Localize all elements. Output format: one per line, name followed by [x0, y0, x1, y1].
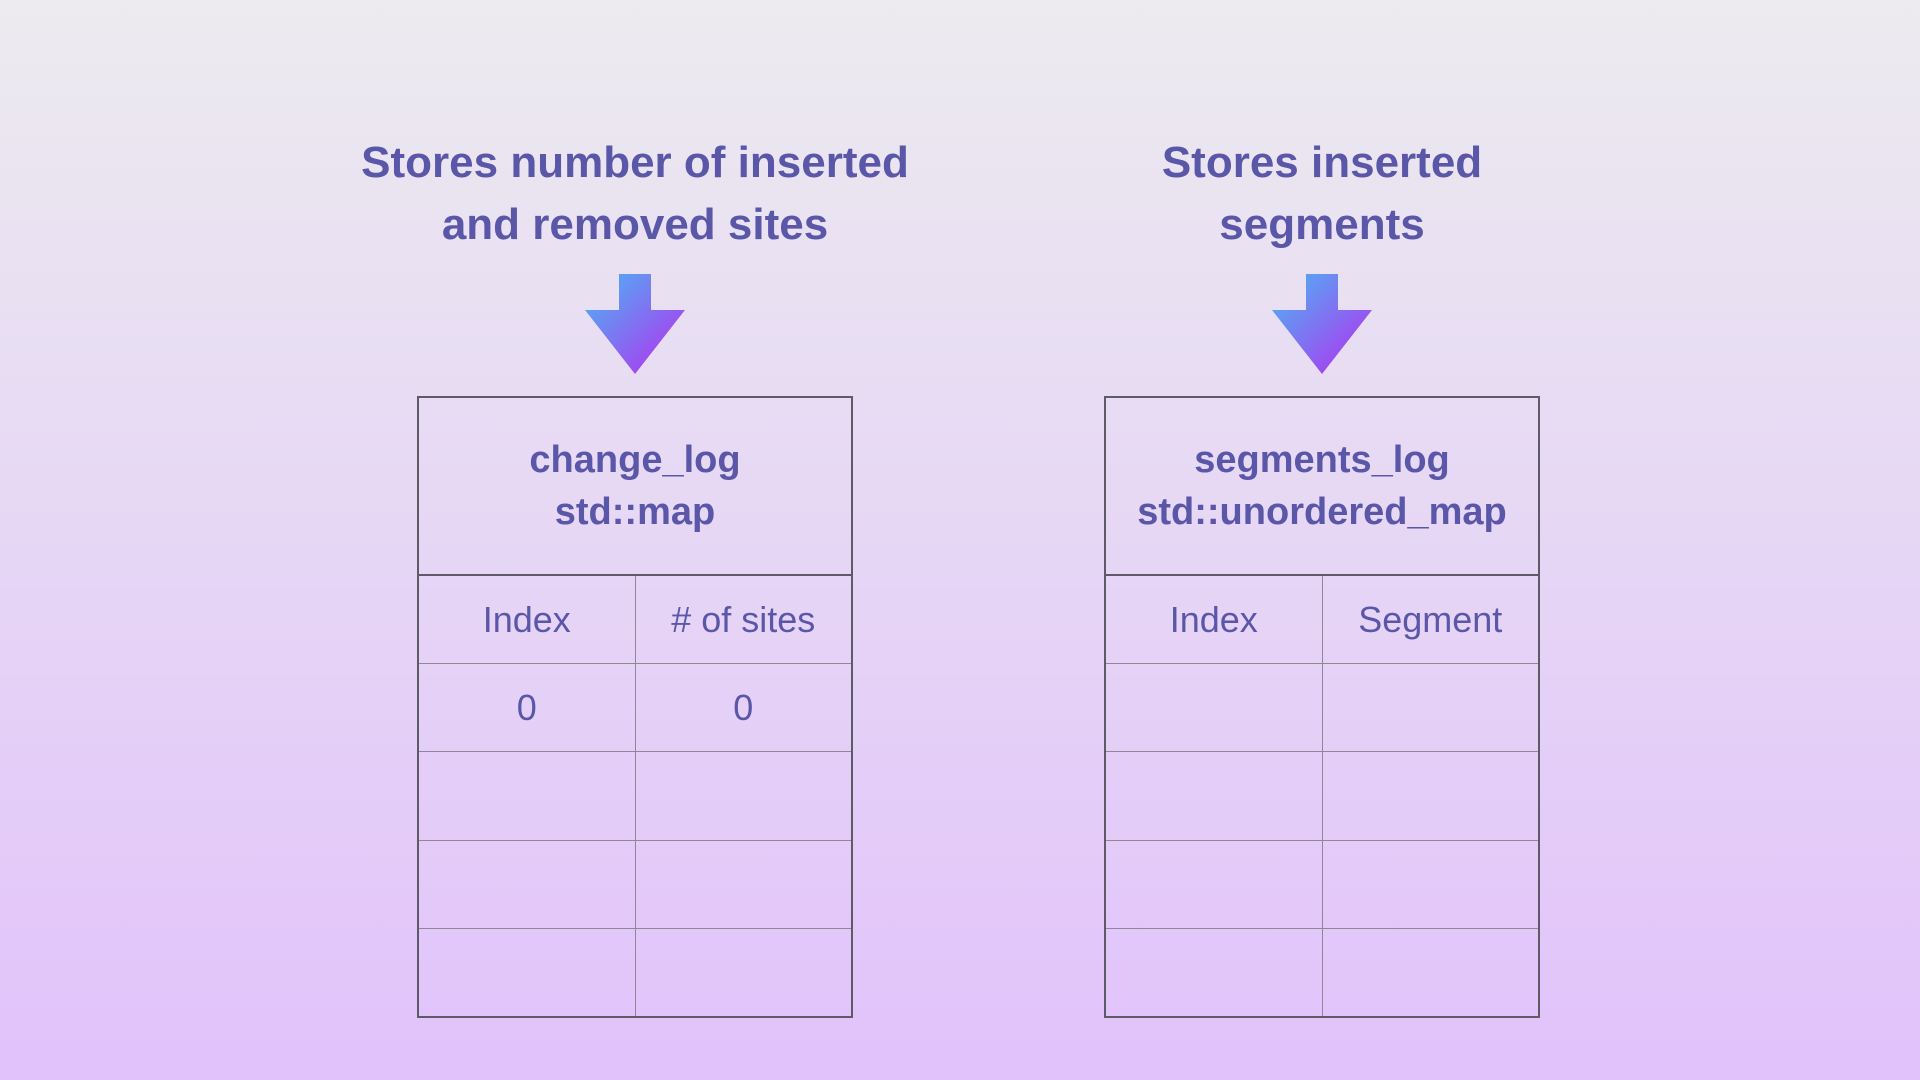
down-arrow-icon — [1272, 274, 1372, 374]
column-header-sites: # of sites — [634, 576, 852, 664]
column-header-index: Index — [482, 598, 571, 640]
table-cell — [634, 840, 852, 928]
table-type: std::unordered_map — [1137, 491, 1507, 533]
down-arrow-icon — [585, 274, 685, 374]
table-name: segments_log — [1194, 439, 1450, 481]
table-cell: 0 — [634, 664, 852, 752]
panel-caption: Stores inserted segments — [1042, 132, 1602, 256]
table-cell — [1106, 752, 1322, 839]
panel-caption: Stores number of inserted and removed si… — [355, 132, 915, 256]
table-row — [1106, 751, 1539, 840]
column-header-row: Index # of sites — [419, 576, 852, 664]
table-cell — [419, 752, 635, 839]
caption-line: Stores number of inserted — [361, 138, 909, 187]
segments-log-table: segments_log std::unordered_map Index Se… — [1104, 396, 1540, 1018]
table-cell — [634, 928, 852, 1017]
table-type: std::map — [554, 491, 716, 533]
table-row — [1106, 927, 1539, 1017]
table-header: segments_log std::unordered_map — [1106, 398, 1538, 576]
table-cell — [634, 752, 852, 840]
table-header: change_log std::map — [419, 398, 851, 576]
table-cell — [1106, 929, 1322, 1016]
table-row — [419, 751, 852, 840]
change-log-table: change_log std::map Index # of sites 0 0 — [417, 396, 853, 1018]
table-cell — [419, 841, 635, 928]
column-header-segment: Segment — [1321, 576, 1539, 664]
column-header-row: Index Segment — [1106, 576, 1539, 664]
table-cell — [1106, 664, 1322, 751]
table-cell: 0 — [516, 686, 537, 728]
table-row — [1106, 663, 1539, 752]
segments-log-panel: Stores inserted segments segments_log st… — [1042, 0, 1602, 1080]
table-cell — [1321, 928, 1539, 1017]
table-cell — [1321, 752, 1539, 840]
table-name: change_log — [529, 439, 741, 481]
table-cell — [419, 929, 635, 1016]
caption-line: Stores inserted — [1161, 138, 1483, 187]
change-log-panel: Stores number of inserted and removed si… — [355, 0, 915, 1080]
caption-line: and removed sites — [441, 200, 829, 249]
table-row — [419, 839, 852, 928]
table-row — [1106, 839, 1539, 928]
table-cell — [1321, 840, 1539, 928]
table-row — [419, 927, 852, 1017]
table-cell — [1321, 664, 1539, 752]
column-header-index: Index — [1169, 598, 1258, 640]
caption-line: segments — [1219, 200, 1425, 249]
table-cell — [1106, 841, 1322, 928]
table-row: 0 0 — [419, 663, 852, 752]
